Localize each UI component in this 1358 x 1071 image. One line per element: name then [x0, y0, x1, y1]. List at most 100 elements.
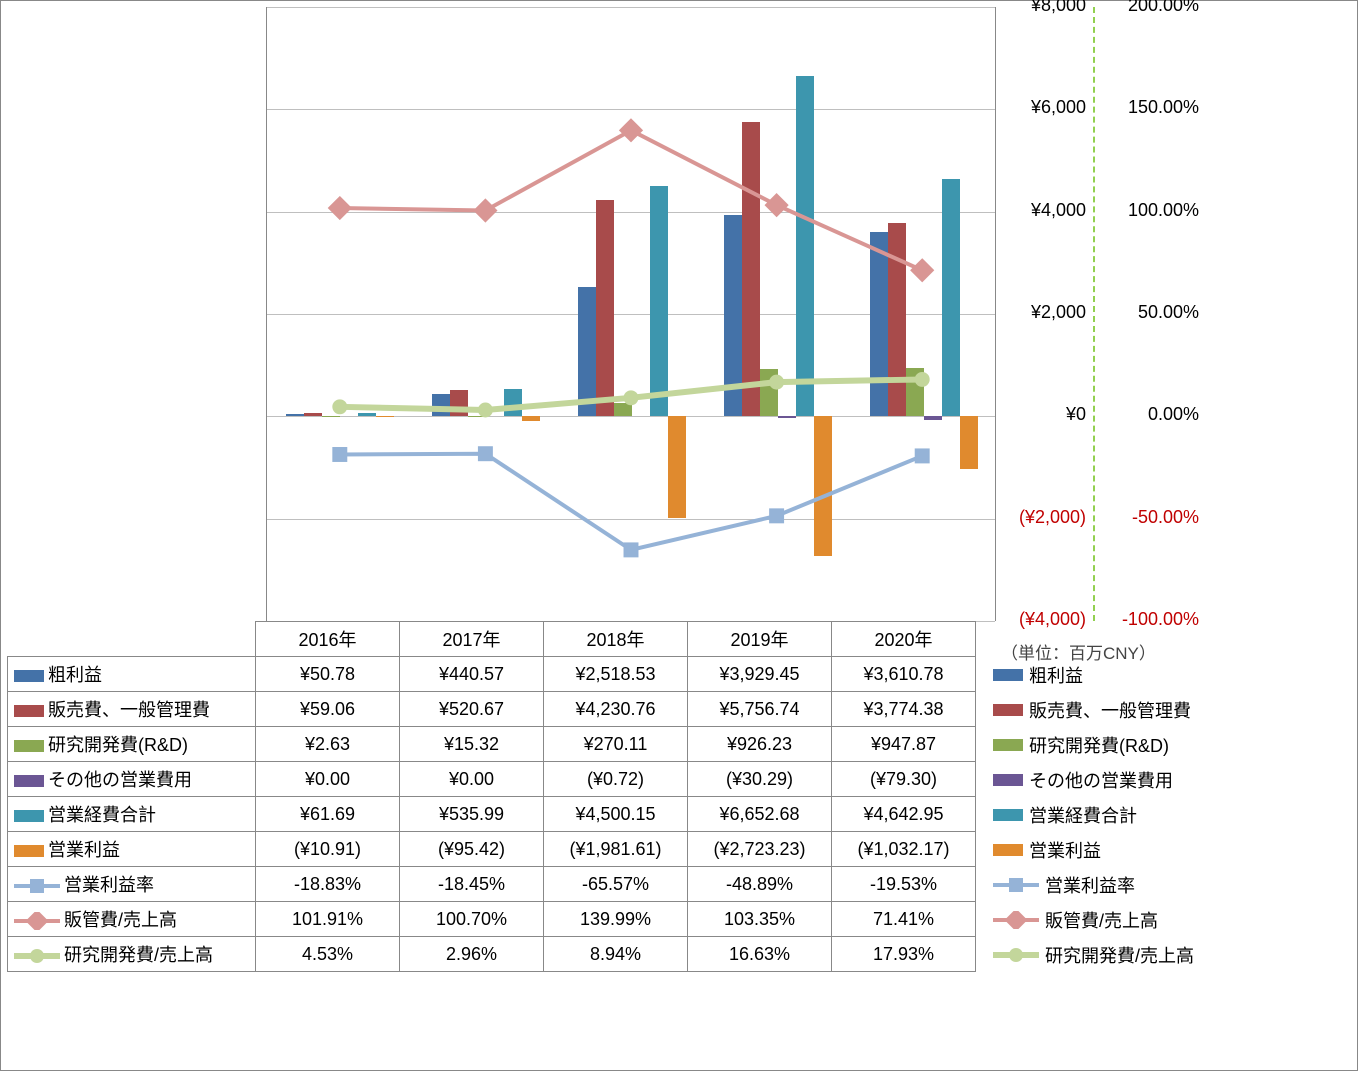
table-cell: ¥535.99 — [400, 797, 544, 832]
y1-tick-label: ¥8,000 — [1031, 0, 1086, 16]
table-row: 営業利益率-18.83%-18.45%-65.57%-48.89%-19.53% — [8, 867, 976, 902]
bar-op_income — [814, 416, 832, 555]
table-row-label: 営業利益 — [8, 832, 256, 867]
plot-area — [266, 7, 996, 621]
table-cell: 16.63% — [688, 937, 832, 972]
table-cell: ¥61.69 — [256, 797, 400, 832]
table-cell: (¥10.91) — [256, 832, 400, 867]
legend-swatch — [14, 912, 60, 930]
legend-label: 研究開発費/売上高 — [1045, 942, 1194, 968]
table-header-year: 2019年 — [688, 622, 832, 657]
bars-layer — [267, 7, 995, 621]
legend-label: 営業経費合計 — [1029, 802, 1137, 828]
right-legend: 粗利益販売費、一般管理費研究開発費(R&D) その他の営業費用営業経費合計営業利益… — [993, 657, 1213, 972]
table-header-year: 2017年 — [400, 622, 544, 657]
y1-axis-labels: ¥8,000¥6,000¥4,000¥2,000¥0(¥2,000)(¥4,00… — [1001, 1, 1086, 621]
legend-item: 研究開発費/売上高 — [993, 937, 1213, 972]
table-cell: ¥0.00 — [256, 762, 400, 797]
table-cell: ¥520.67 — [400, 692, 544, 727]
series-label: 営業利益 — [48, 840, 120, 860]
legend-swatch — [993, 704, 1023, 716]
y2-axis-labels: 200.00%150.00%100.00%50.00%0.00%-50.00%-… — [1099, 1, 1199, 621]
bar-other_op — [924, 416, 942, 420]
table-cell: ¥4,642.95 — [832, 797, 976, 832]
table-cell: 103.35% — [688, 902, 832, 937]
legend-label: 研究開発費(R&D) — [1029, 732, 1169, 758]
table-cell: 139.99% — [544, 902, 688, 937]
data-table: 2016年2017年2018年2019年2020年粗利益¥50.78¥440.5… — [7, 621, 976, 972]
series-label: その他の営業費用 — [48, 770, 192, 790]
legend-label: 営業利益率 — [1045, 872, 1135, 898]
legend-item: 営業利益 — [993, 832, 1213, 867]
bar-other_op — [778, 416, 796, 418]
legend-swatch — [993, 911, 1039, 929]
table-cell: -18.45% — [400, 867, 544, 902]
table-row-label: 営業経費合計 — [8, 797, 256, 832]
table-cell: (¥1,981.61) — [544, 832, 688, 867]
legend-swatch — [14, 775, 44, 787]
y1-tick-label: ¥6,000 — [1031, 97, 1086, 118]
table-row: 研究開発費/売上高4.53%2.96%8.94%16.63%17.93% — [8, 937, 976, 972]
bar-gross_profit — [724, 215, 742, 416]
table-cell: ¥0.00 — [400, 762, 544, 797]
bar-opex — [796, 76, 814, 416]
legend-label: その他の営業費用 — [1029, 767, 1173, 793]
table-row-label: 研究開発費/売上高 — [8, 937, 256, 972]
table-row-label: 粗利益 — [8, 657, 256, 692]
bar-opex — [942, 179, 960, 417]
table-cell: (¥0.72) — [544, 762, 688, 797]
legend-swatch — [993, 739, 1023, 751]
table-header-year: 2020年 — [832, 622, 976, 657]
table-cell: 4.53% — [256, 937, 400, 972]
table-cell: ¥15.32 — [400, 727, 544, 762]
y2-tick-label: 200.00% — [1128, 0, 1199, 16]
bar-sga — [888, 223, 906, 416]
table-cell: ¥50.78 — [256, 657, 400, 692]
table-cell: ¥2,518.53 — [544, 657, 688, 692]
table-cell: ¥947.87 — [832, 727, 976, 762]
bar-gross_profit — [578, 287, 596, 416]
legend-swatch — [14, 810, 44, 822]
series-label: 研究開発費(R&D) — [48, 735, 188, 755]
table-cell: (¥30.29) — [688, 762, 832, 797]
y2-axis-line — [1093, 7, 1095, 621]
table-row-label: 研究開発費(R&D) — [8, 727, 256, 762]
legend-swatch — [993, 844, 1023, 856]
bar-opex — [504, 389, 522, 416]
table-row: 営業利益(¥10.91)(¥95.42)(¥1,981.61)(¥2,723.2… — [8, 832, 976, 867]
legend-swatch — [14, 877, 60, 895]
y1-tick-label: ¥2,000 — [1031, 302, 1086, 323]
legend-swatch — [14, 670, 44, 682]
table-cell: ¥6,652.68 — [688, 797, 832, 832]
table-cell: 71.41% — [832, 902, 976, 937]
table-cell: -48.89% — [688, 867, 832, 902]
table-cell: 100.70% — [400, 902, 544, 937]
legend-label: 粗利益 — [1029, 662, 1083, 688]
legend-item: 研究開発費(R&D) — [993, 727, 1213, 762]
series-label: 販売費、一般管理費 — [48, 700, 210, 720]
series-label: 営業経費合計 — [48, 805, 156, 825]
y2-tick-label: 150.00% — [1128, 97, 1199, 118]
bar-gross_profit — [286, 414, 304, 417]
series-label: 粗利益 — [48, 665, 102, 685]
table-cell: 2.96% — [400, 937, 544, 972]
legend-label: 販管費/売上高 — [1045, 907, 1158, 933]
legend-item: 粗利益 — [993, 657, 1213, 692]
legend-swatch — [993, 809, 1023, 821]
table-row-label: 販売費、一般管理費 — [8, 692, 256, 727]
table-row: 研究開発費(R&D)¥2.63¥15.32¥270.11¥926.23¥947.… — [8, 727, 976, 762]
bar-op_income — [960, 416, 978, 469]
table-header-year: 2018年 — [544, 622, 688, 657]
y2-tick-label: 100.00% — [1128, 200, 1199, 221]
bar-sga — [304, 413, 322, 416]
table-cell: ¥270.11 — [544, 727, 688, 762]
table-cell: ¥3,929.45 — [688, 657, 832, 692]
table-cell: ¥4,500.15 — [544, 797, 688, 832]
y2-tick-label: -100.00% — [1122, 609, 1199, 630]
table-row-label: 営業利益率 — [8, 867, 256, 902]
legend-swatch — [993, 774, 1023, 786]
legend-item: 販売費、一般管理費 — [993, 692, 1213, 727]
legend-swatch — [14, 740, 44, 752]
table-cell: ¥59.06 — [256, 692, 400, 727]
table-cell: ¥2.63 — [256, 727, 400, 762]
